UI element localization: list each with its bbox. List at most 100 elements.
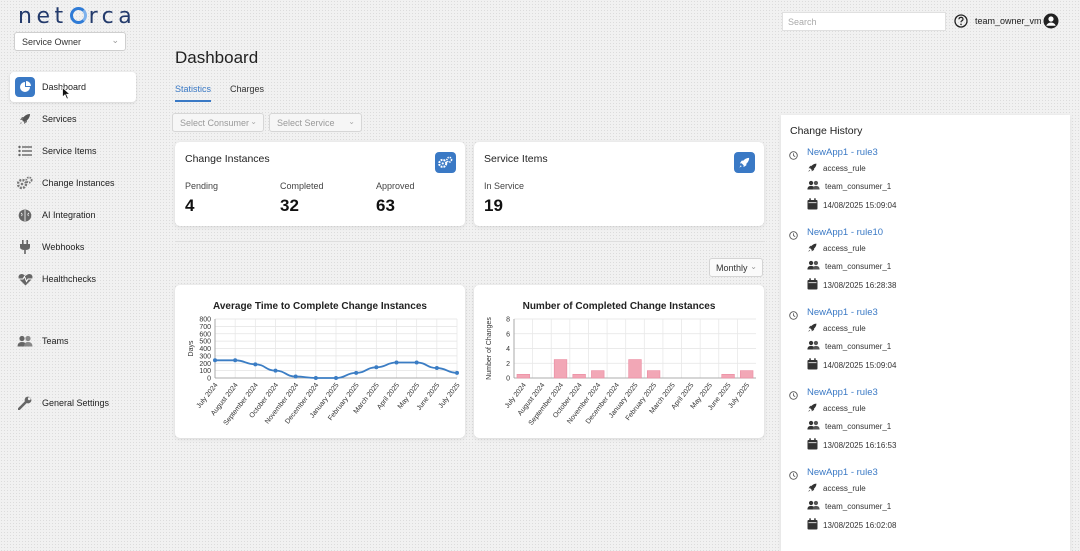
data-point — [213, 358, 217, 363]
history-date: 14/08/2025 15:09:04 — [807, 358, 896, 372]
help-icon[interactable] — [954, 14, 968, 28]
y-tick-label: 400 — [199, 346, 211, 353]
y-tick-label: 700 — [199, 324, 211, 331]
rocket-icon — [807, 162, 823, 175]
y-axis-label: Number of Changes — [486, 317, 493, 380]
chevron-down-icon: ⌄ — [111, 35, 119, 45]
sidebar-item-webhooks[interactable]: Webhooks — [10, 232, 136, 262]
bar — [591, 370, 605, 379]
sidebar-item-healthchecks[interactable]: Healthchecks — [10, 264, 136, 294]
history-entry-link[interactable]: NewApp1 - rule3 — [807, 307, 878, 318]
service-select[interactable]: Select Service ⌄ — [269, 113, 362, 132]
bar — [516, 374, 530, 379]
section-divider — [175, 241, 765, 242]
chevron-down-icon: ⌄ — [348, 117, 355, 126]
bar — [628, 359, 642, 379]
data-point — [394, 360, 399, 365]
rocket-icon — [807, 402, 823, 415]
history-date-text: 13/08/2025 16:16:53 — [823, 440, 897, 450]
period-select[interactable]: Monthly ⌄ — [709, 258, 763, 277]
role-select[interactable]: Service Owner ⌄ — [14, 32, 126, 51]
heartbeat-icon — [15, 269, 35, 289]
sidebar-item-teams[interactable]: Teams — [10, 326, 136, 356]
history-date-text: 13/08/2025 16:28:38 — [823, 280, 897, 290]
data-point — [414, 360, 419, 365]
history-entry-link[interactable]: NewApp1 - rule3 — [807, 467, 878, 478]
app-logo[interactable]: net rca — [18, 4, 137, 29]
bar — [646, 370, 661, 379]
calendar-icon — [807, 278, 823, 292]
x-tick-label: December 2024 — [585, 382, 621, 426]
sidebar-item-dashboard[interactable]: Dashboard — [10, 72, 136, 102]
y-tick-label: 800 — [199, 317, 211, 324]
rocket-icon — [807, 242, 823, 255]
pie-chart-icon — [15, 77, 35, 97]
chevron-down-icon: ⌄ — [750, 262, 757, 271]
history-entry-link[interactable]: NewApp1 - rule10 — [807, 227, 884, 238]
card-title: Change Instances — [185, 153, 270, 165]
tab-statistics[interactable]: Statistics — [175, 83, 212, 102]
rocket-icon — [807, 322, 823, 335]
sidebar-item-ai-integration[interactable]: AI Integration — [10, 200, 136, 230]
y-tick-label: 600 — [199, 331, 211, 338]
history-date-text: 14/08/2025 15:09:04 — [823, 360, 897, 370]
stat-label-in-service: In Service — [484, 181, 525, 191]
search-placeholder: Search — [788, 17, 817, 27]
user-name[interactable]: team_owner_vm — [975, 16, 1042, 26]
sidebar-item-services[interactable]: Services — [10, 104, 136, 134]
history-service-text: access_rule — [823, 244, 866, 253]
clock-icon — [789, 311, 798, 320]
sidebar-item-label: Teams — [42, 336, 69, 346]
y-tick-label: 200 — [199, 361, 211, 368]
sidebar-item-label: Services — [42, 114, 77, 124]
history-service: access_rule — [807, 402, 866, 415]
completed-changes-bar-chart: Number of Completed Change Instances Numb… — [486, 301, 756, 427]
y-tick-label: 300 — [199, 353, 211, 360]
sidebar-item-change-instances[interactable]: Change Instances — [10, 168, 136, 198]
y-tick-label: 100 — [199, 368, 211, 375]
data-point — [293, 374, 298, 379]
data-point — [233, 358, 238, 363]
bar — [740, 370, 754, 379]
mouse-cursor-icon — [62, 87, 71, 100]
history-date: 13/08/2025 16:16:53 — [807, 438, 896, 452]
history-service: access_rule — [807, 322, 866, 335]
data-point — [434, 366, 439, 371]
stat-label-approved: Approved — [376, 181, 415, 191]
calendar-icon — [807, 518, 823, 532]
chart-title: Average Time to Complete Change Instance… — [213, 301, 427, 312]
data-point — [334, 376, 338, 380]
y-tick-label: 2 — [506, 361, 510, 368]
y-tick-label: 0 — [506, 376, 510, 383]
gears-icon — [435, 152, 456, 173]
rocket-icon — [15, 109, 35, 129]
history-service: access_rule — [807, 242, 866, 255]
rocket-icon — [807, 482, 823, 495]
clock-icon — [789, 391, 798, 400]
service-select-placeholder: Select Service — [277, 118, 335, 128]
data-point — [354, 370, 359, 375]
change-instances-card: Change Instances Pending 4 Completed 32 … — [175, 142, 465, 226]
wrench-icon — [15, 393, 35, 413]
history-entry-link[interactable]: NewApp1 - rule3 — [807, 387, 878, 398]
history-service-text: access_rule — [823, 164, 866, 173]
change-history-title: Change History — [790, 125, 863, 137]
sidebar-item-label: General Settings — [42, 398, 110, 408]
sidebar-item-service-items[interactable]: Service Items — [10, 136, 136, 166]
service-items-card: Service Items In Service 19 — [474, 142, 764, 226]
history-date: 13/08/2025 16:02:08 — [807, 518, 896, 532]
sidebar-item-general-settings[interactable]: General Settings — [10, 388, 136, 418]
history-entry-link[interactable]: NewApp1 - rule3 — [807, 147, 878, 158]
history-service: access_rule — [807, 482, 866, 495]
bar — [553, 359, 568, 379]
tab-charges[interactable]: Charges — [230, 84, 265, 94]
y-axis-label: Days — [188, 340, 195, 356]
user-circle-icon[interactable] — [1043, 13, 1059, 29]
stat-value-approved: 63 — [376, 196, 395, 215]
y-tick-label: 500 — [199, 339, 211, 346]
clock-icon — [789, 151, 798, 160]
consumer-select[interactable]: Select Consumer ⌄ — [172, 113, 264, 132]
clock-icon — [789, 231, 798, 240]
history-team: team_consumer_1 — [807, 420, 891, 432]
search-input[interactable]: Search — [782, 12, 946, 31]
